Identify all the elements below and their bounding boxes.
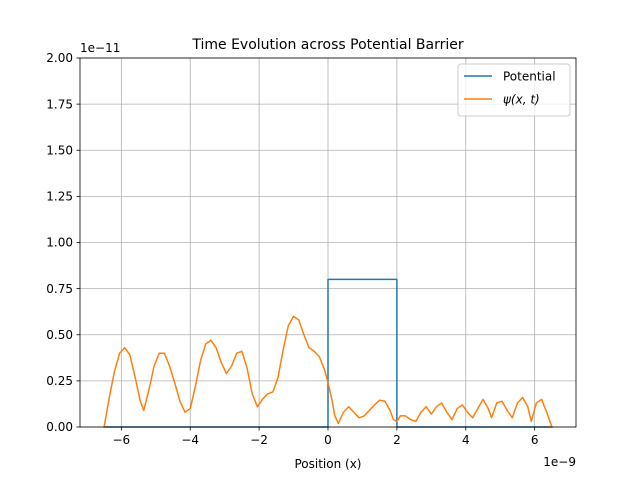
y-tick-label: 2.00 bbox=[46, 51, 73, 65]
legend: Potential ψ(x, t) bbox=[457, 63, 571, 117]
x-tick-label: 0 bbox=[324, 433, 332, 447]
x-tick-label: −2 bbox=[250, 433, 268, 447]
tick-layer: −6 −4 −2 0 2 4 6 0.00 0.25 0.50 0.75 1.00 1.25 1.50 1.… bbox=[46, 51, 538, 447]
legend-label-psi: ψ(x, t) bbox=[503, 93, 540, 107]
y-tick-label: 0.75 bbox=[46, 282, 73, 296]
x-tick-label: 4 bbox=[462, 433, 470, 447]
y-tick-label: 0.25 bbox=[46, 374, 73, 388]
y-offset-label: 1e−11 bbox=[80, 41, 120, 55]
y-tick-label: 1.00 bbox=[46, 236, 73, 250]
y-tick-label: 1.75 bbox=[46, 97, 73, 111]
y-tick-label: 0.50 bbox=[46, 328, 73, 342]
x-tick-label: −4 bbox=[181, 433, 199, 447]
x-tick-label: 6 bbox=[531, 433, 539, 447]
chart-title: Time Evolution across Potential Barrier bbox=[191, 37, 464, 53]
y-tick-label: 0.00 bbox=[46, 420, 73, 434]
legend-box bbox=[457, 63, 571, 117]
x-axis-label: Position (x) bbox=[294, 457, 361, 471]
x-tick-label: 2 bbox=[393, 433, 401, 447]
legend-label-potential: Potential bbox=[503, 70, 556, 84]
x-tick-label: −6 bbox=[112, 433, 130, 447]
x-offset-label: 1e−9 bbox=[543, 455, 576, 469]
y-tick-label: 1.25 bbox=[46, 190, 73, 204]
psi-line bbox=[103, 315, 553, 428]
y-tick-label: 1.50 bbox=[46, 143, 73, 157]
